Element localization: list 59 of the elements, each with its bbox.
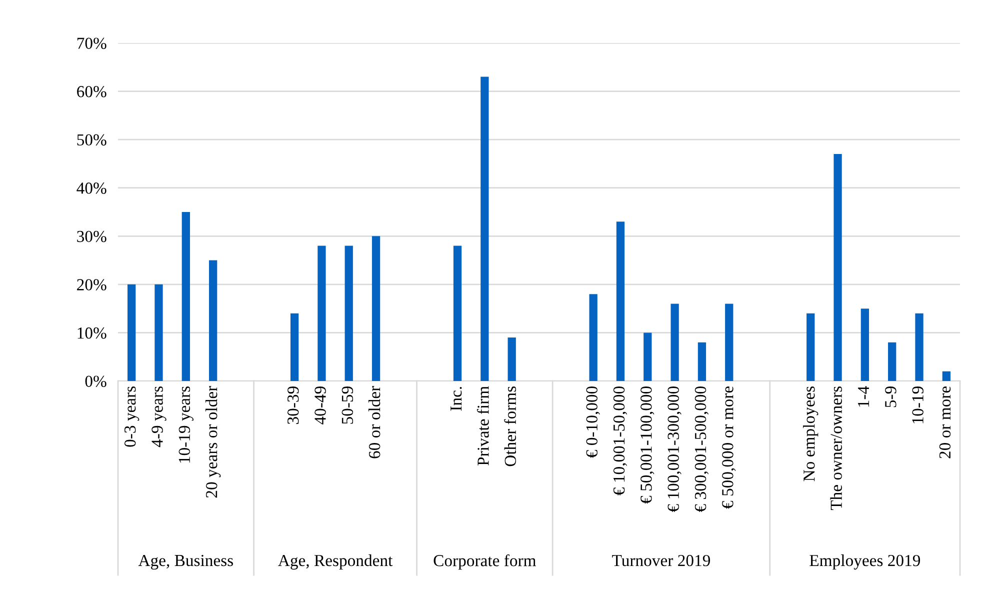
bar (290, 313, 299, 381)
x-tick-label: 5-9 (885, 386, 896, 408)
bar (670, 304, 679, 381)
x-tick-label: Other forms (504, 386, 516, 466)
x-tick-label: € 100,001-300,000 (668, 386, 682, 512)
bar (508, 338, 516, 381)
x-tick-label: 60 or older (368, 386, 380, 458)
bar (372, 236, 380, 381)
bar (834, 154, 842, 381)
x-tick-label: 10-19 (912, 386, 924, 424)
x-tick-label: 1-4 (858, 386, 869, 407)
bar (589, 294, 598, 381)
y-tick-label: 20% (77, 279, 106, 290)
text: Age, Business (138, 554, 233, 570)
x-tick-label: Inc. (450, 386, 462, 411)
bar (154, 284, 163, 381)
bar (128, 284, 136, 381)
y-tick-label: 40% (76, 182, 106, 194)
x-tick-label: 10-19 years (178, 386, 194, 463)
bar (182, 212, 190, 381)
y-tick-label: 50% (77, 134, 106, 146)
bar (344, 246, 353, 381)
bar (806, 313, 815, 381)
y-tick-label: 10% (78, 327, 106, 339)
bar (318, 246, 326, 381)
bar (208, 260, 218, 381)
bar (725, 304, 734, 381)
x-tick-label: 50-59 (342, 386, 354, 424)
x-tick-label: Private firm (476, 386, 489, 466)
bar (453, 246, 462, 381)
y-tick-label: 30% (77, 230, 106, 242)
x-tick-label: € 0-10,000 (586, 386, 600, 458)
bar (644, 332, 652, 381)
y-tick-label: 0% (85, 376, 106, 387)
bar (942, 371, 950, 381)
bar (860, 308, 870, 381)
x-tick-label: 20 or more (939, 386, 951, 458)
bar (888, 342, 896, 381)
x-tick-label: € 300,001-500,000 (694, 386, 709, 512)
text: Employees 2019 (810, 554, 920, 570)
text: Age, Respondent (278, 554, 393, 570)
y-tick-label: 60% (77, 86, 106, 98)
x-tick-label: No employees (803, 386, 818, 482)
x-tick-label: 30-39 (287, 386, 299, 424)
text: Turnover 2019 (612, 554, 710, 566)
bar (698, 342, 706, 381)
x-tick-label: € 500,000 or more (722, 386, 736, 509)
x-tick-label: € 10,001-50,000 (613, 386, 628, 496)
text: Corporate form (434, 554, 536, 570)
bar (480, 76, 489, 381)
bar (616, 222, 625, 381)
x-tick-label: 20 years or older (205, 386, 221, 498)
x-tick-label: The owner/owners (830, 386, 842, 510)
x-tick-label: 40-49 (314, 386, 326, 424)
x-tick-label: € 50,001-100,000 (640, 386, 654, 504)
x-tick-label: 4-9 years (152, 386, 166, 448)
x-tick-label: 0-3 years (124, 386, 140, 447)
y-tick-label: 70% (77, 38, 106, 49)
bar (915, 313, 924, 381)
